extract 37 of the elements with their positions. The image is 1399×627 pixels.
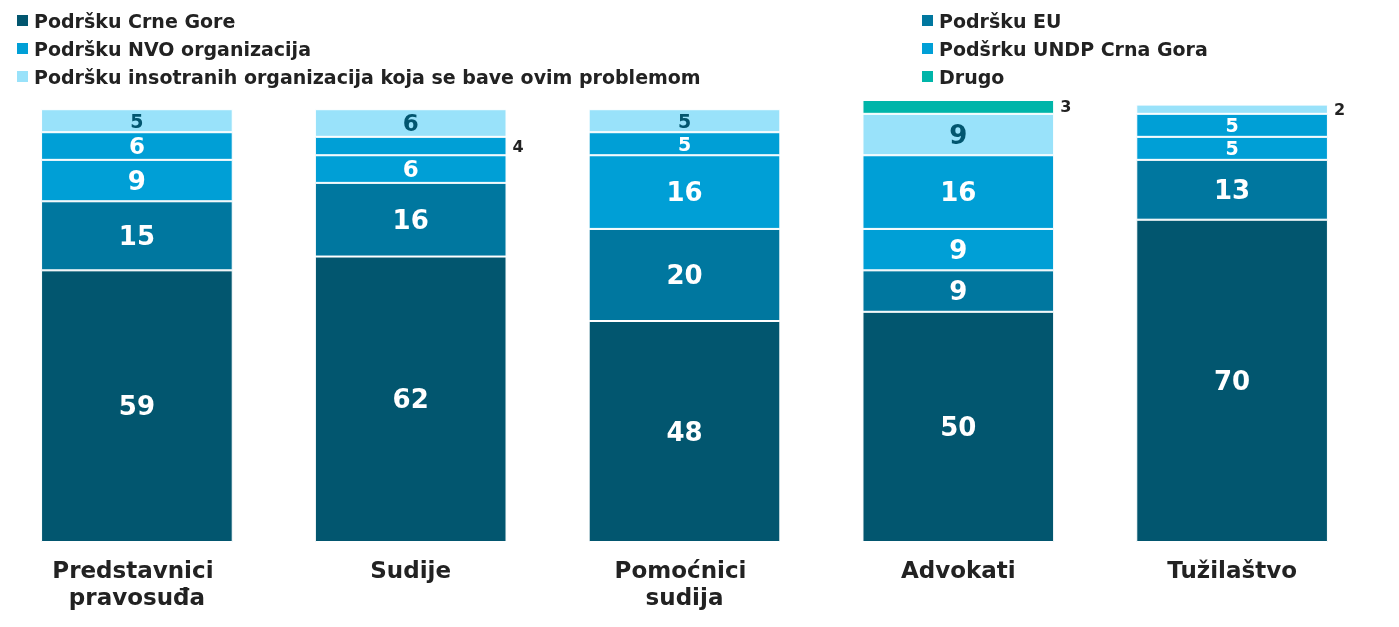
data-label: 5 bbox=[677, 109, 692, 132]
data-label: 13 bbox=[1214, 174, 1251, 205]
x-tick-label: Sudije bbox=[370, 556, 452, 583]
data-label: 9 bbox=[127, 165, 146, 196]
data-label: 6 bbox=[402, 110, 419, 137]
legend-label: Podršku NVO organizacija bbox=[34, 37, 311, 60]
data-label: 5 bbox=[130, 109, 144, 132]
data-label: 16 bbox=[666, 177, 703, 208]
data-label: 4 bbox=[512, 136, 524, 156]
data-label: 50 bbox=[940, 411, 977, 442]
data-label: 9 bbox=[949, 119, 968, 150]
data-label: 62 bbox=[392, 384, 429, 415]
x-tick-label: Tužilaštvo bbox=[1167, 556, 1297, 583]
data-label: 2 bbox=[1333, 99, 1346, 119]
data-label: 6 bbox=[128, 133, 145, 160]
data-label: 5 bbox=[677, 132, 692, 155]
data-label: 5 bbox=[1225, 137, 1239, 160]
x-tick-label: Advokati bbox=[900, 556, 1016, 583]
x-tick-label: Predstavnici pravosuđa bbox=[52, 556, 222, 610]
data-label: 15 bbox=[118, 220, 155, 251]
data-label: 16 bbox=[392, 204, 429, 235]
data-label: 9 bbox=[949, 276, 968, 307]
data-label: 16 bbox=[940, 177, 977, 208]
legend-label: Podršku Crne Gore bbox=[34, 9, 236, 32]
data-label: 20 bbox=[666, 259, 703, 290]
legend-label: Podršku insotranih organizacija koja se bave ovim problemom bbox=[34, 65, 701, 88]
data-label: 59 bbox=[118, 391, 155, 422]
legend-label: Drugo bbox=[939, 65, 1005, 88]
data-label: 3 bbox=[1060, 97, 1072, 117]
data-label: 6 bbox=[402, 156, 419, 183]
data-label: 5 bbox=[1225, 114, 1239, 137]
data-label: 48 bbox=[666, 416, 703, 447]
legend-label: Podšrku UNDP Crna Gora bbox=[939, 37, 1208, 60]
data-label: 9 bbox=[949, 234, 968, 265]
x-tick-label: Pomoćnici sudija bbox=[614, 556, 755, 610]
legend-label: Podršku EU bbox=[939, 9, 1062, 32]
data-label: 70 bbox=[1214, 365, 1251, 396]
